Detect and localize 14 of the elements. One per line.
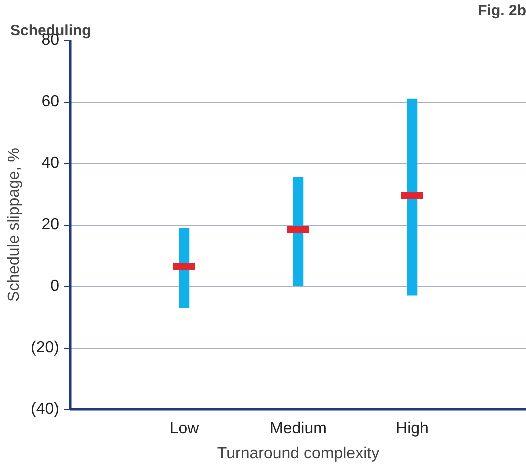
y-tick-label: (40): [31, 401, 60, 418]
x-tick-label: Low: [170, 420, 200, 438]
y-tick-label: 0: [50, 278, 60, 295]
bar: [293, 177, 304, 286]
y-tick-label: (20): [31, 340, 60, 356]
y-tick-label: 20: [42, 216, 60, 234]
x-axis-title: Turnaround complexity: [217, 446, 380, 462]
y-tick-label: 60: [42, 94, 60, 110]
bar: [407, 98, 418, 296]
y-axis-title: Schedule slippage, %: [6, 148, 24, 302]
x-tick-label: Medium: [270, 420, 327, 438]
y-tick-label: 40: [42, 155, 60, 172]
x-tick-label: High: [396, 420, 429, 438]
caption: Fig. 2b: [478, 2, 526, 20]
